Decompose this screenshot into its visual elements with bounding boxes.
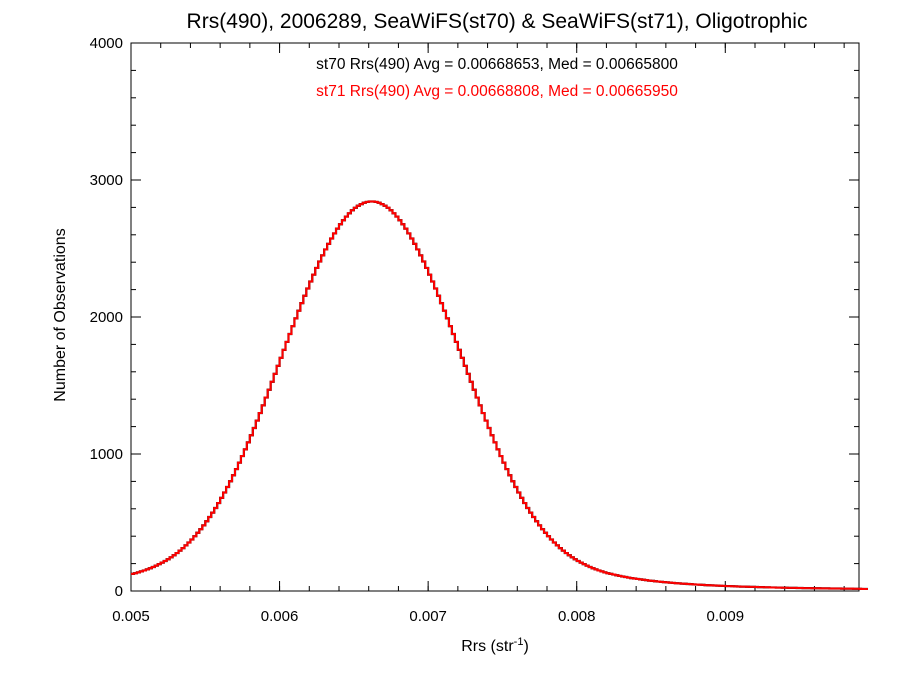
- x-tick-label: 0.009: [707, 608, 745, 625]
- y-tick-label: 3000: [90, 172, 123, 189]
- x-tick-label: 0.008: [558, 608, 596, 625]
- series-st70-step-line: [131, 200, 868, 591]
- x-tick-label: 0.006: [261, 608, 299, 625]
- y-tick-label: 1000: [90, 446, 123, 463]
- annotation-st70: st70 Rrs(490) Avg = 0.00668653, Med = 0.…: [316, 56, 678, 73]
- series-st71-step-line: [131, 200, 868, 590]
- x-tick-label: 0.007: [409, 608, 447, 625]
- x-axis-label-close: ): [523, 638, 528, 655]
- x-axis-label-main: Rrs (str: [461, 638, 514, 655]
- y-tick-label: 0: [115, 583, 123, 600]
- annotation-st71: st71 Rrs(490) Avg = 0.00668808, Med = 0.…: [316, 83, 678, 100]
- chart-title: Rrs(490), 2006289, SeaWiFS(st70) & SeaWi…: [187, 10, 808, 33]
- x-axis-ticks: 0.005 0.006 0.007 0.008 0.009: [112, 43, 845, 625]
- y-tick-label: 4000: [90, 35, 123, 52]
- x-axis-label: Rrs (str-1): [461, 636, 529, 655]
- series-layer: [131, 200, 868, 591]
- x-tick-label: 0.005: [112, 608, 150, 625]
- plot-frame: [130, 42, 860, 592]
- y-axis-label: Number of Observations: [52, 228, 69, 401]
- y-axis-ticks: 0 1000 2000 3000 4000: [90, 35, 859, 600]
- x-axis-label-sup: -1: [514, 636, 524, 648]
- y-tick-label: 2000: [90, 309, 123, 326]
